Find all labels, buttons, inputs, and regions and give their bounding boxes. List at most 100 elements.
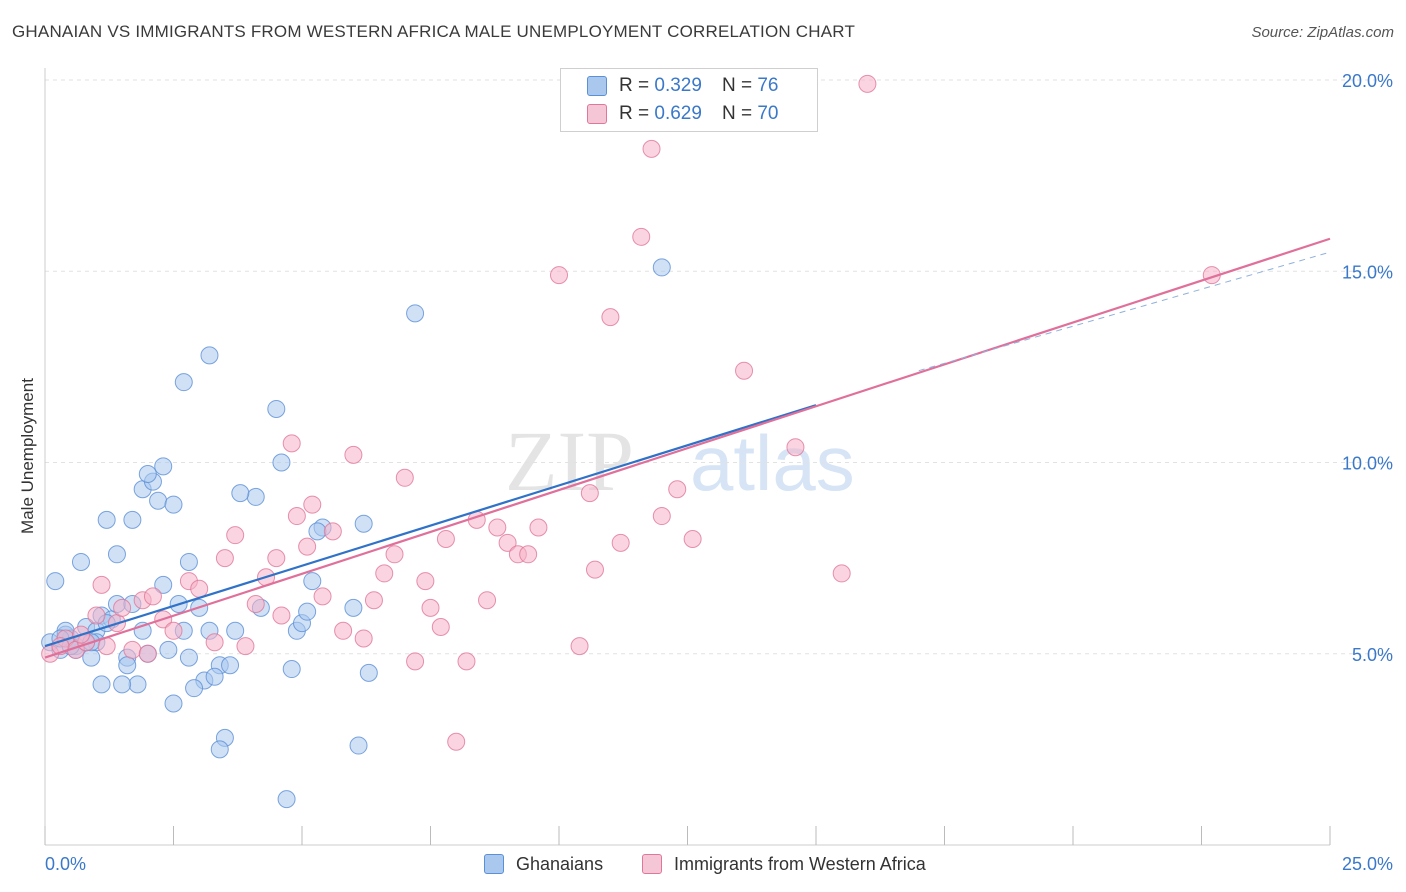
western-africa-point bbox=[832, 564, 851, 583]
trend-lines bbox=[44, 237, 1331, 659]
ghanaian-point bbox=[164, 495, 183, 514]
western-africa-point bbox=[488, 518, 507, 537]
western-africa-point bbox=[298, 537, 317, 556]
ghanaian-point bbox=[221, 656, 240, 675]
ghanaian-point bbox=[652, 258, 671, 277]
ghanaian-point bbox=[205, 667, 224, 686]
ghanaian-point bbox=[349, 736, 368, 755]
legend-r-value: 0.329 bbox=[654, 75, 702, 96]
legend-n-label: N = bbox=[721, 75, 753, 96]
ghanaian-point bbox=[107, 545, 126, 564]
western-africa-point bbox=[334, 621, 353, 640]
western-africa-point bbox=[113, 598, 132, 617]
legend-row-western-africa: R = 0.629 N = 70 bbox=[587, 101, 778, 127]
western-africa-point bbox=[683, 530, 702, 548]
western-africa-point bbox=[282, 434, 301, 453]
ghanaians-trend-line bbox=[44, 404, 817, 648]
watermark-zip: ZIP bbox=[505, 413, 634, 509]
western-africa-point bbox=[858, 74, 877, 93]
western-africa-point bbox=[632, 227, 651, 246]
western-africa-point bbox=[447, 732, 466, 751]
western-africa-point bbox=[570, 637, 589, 656]
bottom-legend-ghanaians: Ghanaians bbox=[484, 852, 603, 876]
legend-swatch-pink bbox=[587, 104, 607, 124]
western-africa-point bbox=[205, 633, 224, 652]
bottom-legend-label: Ghanaians bbox=[516, 853, 604, 874]
ghanaian-point bbox=[149, 491, 168, 510]
ghanaian-point bbox=[123, 510, 142, 529]
western-africa-point bbox=[313, 587, 332, 606]
ghanaian-point bbox=[282, 660, 301, 679]
western-africa-point bbox=[375, 564, 394, 583]
western-africa-trend-line bbox=[44, 237, 1331, 659]
western-africa-point bbox=[303, 495, 322, 514]
grid-lines bbox=[45, 79, 1392, 655]
axes bbox=[44, 68, 1331, 846]
ghanaian-point bbox=[118, 656, 137, 675]
legend-swatch-blue bbox=[587, 76, 607, 96]
western-africa-point bbox=[519, 545, 538, 564]
ghanaian-point bbox=[308, 522, 327, 541]
ghanaian-point bbox=[406, 304, 425, 323]
western-africa-point bbox=[406, 652, 425, 671]
x-tick-label: 25.0% bbox=[1342, 854, 1393, 874]
ghanaian-point bbox=[277, 790, 296, 809]
ghanaian-point bbox=[344, 598, 363, 617]
ghanaian-point bbox=[185, 679, 204, 698]
ghanaian-point bbox=[354, 514, 373, 533]
ghanaian-point bbox=[200, 346, 219, 365]
legend-n-value: 70 bbox=[757, 103, 779, 124]
x-tick-label: 0.0% bbox=[45, 854, 86, 874]
bottom-legend-label: Immigrants from Western Africa bbox=[674, 853, 926, 874]
ghanaian-point bbox=[46, 572, 65, 591]
western-africa-point bbox=[215, 549, 234, 568]
legend-r-label: R = bbox=[619, 75, 650, 96]
chart-title: GHANAIAN VS IMMIGRANTS FROM WESTERN AFRI… bbox=[12, 22, 856, 41]
western-africa-point bbox=[652, 507, 671, 526]
ghanaian-point bbox=[359, 663, 378, 682]
western-africa-point bbox=[416, 572, 435, 591]
y-tick-label: 10.0% bbox=[1342, 454, 1393, 474]
western-africa-point bbox=[478, 591, 497, 610]
western-africa-point bbox=[226, 526, 245, 545]
ghanaian-point bbox=[272, 453, 291, 472]
western-africa-point bbox=[385, 545, 404, 564]
western-africa-point bbox=[585, 560, 604, 579]
western-africa-point bbox=[668, 480, 687, 499]
western-africa-point bbox=[580, 484, 599, 503]
y-tick-label: 20.0% bbox=[1342, 71, 1393, 91]
western-africa-point bbox=[642, 139, 661, 158]
western-africa-point bbox=[138, 644, 157, 663]
ghanaian-point bbox=[97, 510, 116, 529]
ghanaian-point bbox=[226, 621, 245, 640]
western-africa-point bbox=[236, 637, 255, 656]
western-africa-point bbox=[143, 587, 162, 606]
western-africa-point bbox=[87, 606, 106, 625]
western-africa-point bbox=[123, 640, 142, 659]
western-africa-point bbox=[529, 518, 548, 537]
ghanaian-point bbox=[164, 694, 183, 713]
ghanaian-point bbox=[267, 399, 286, 418]
ghanaian-point bbox=[82, 648, 101, 667]
bottom-legend-western-africa: Immigrants from Western Africa bbox=[642, 852, 926, 876]
ghanaian-point bbox=[179, 648, 198, 667]
bottom-legend-swatch-blue bbox=[484, 854, 504, 874]
western-africa-point bbox=[323, 522, 342, 541]
western-africa-point bbox=[267, 549, 286, 568]
watermark: ZIP atlas bbox=[505, 413, 855, 509]
western-africa-point bbox=[395, 468, 414, 487]
stats-legend: R = 0.329 N = 76 R = 0.629 N = 70 bbox=[560, 68, 818, 132]
legend-n-value: 76 bbox=[757, 75, 779, 96]
western-africa-point bbox=[287, 507, 306, 526]
legend-row-ghanaians: R = 0.329 N = 76 bbox=[587, 73, 778, 99]
ghanaians-points bbox=[41, 258, 671, 809]
y-tick-label: 15.0% bbox=[1342, 262, 1393, 282]
western-africa-point bbox=[421, 598, 440, 617]
western-africa-point bbox=[611, 533, 630, 552]
ghanaian-point bbox=[71, 552, 90, 571]
western-africa-point bbox=[498, 533, 517, 552]
tick-labels: 5.0% 10.0% 15.0% 20.0% 0.0% 25.0% bbox=[45, 71, 1393, 874]
ghanaian-point bbox=[179, 552, 198, 571]
western-africa-point bbox=[735, 361, 754, 380]
chart-source: Source: ZipAtlas.com bbox=[1251, 24, 1394, 41]
